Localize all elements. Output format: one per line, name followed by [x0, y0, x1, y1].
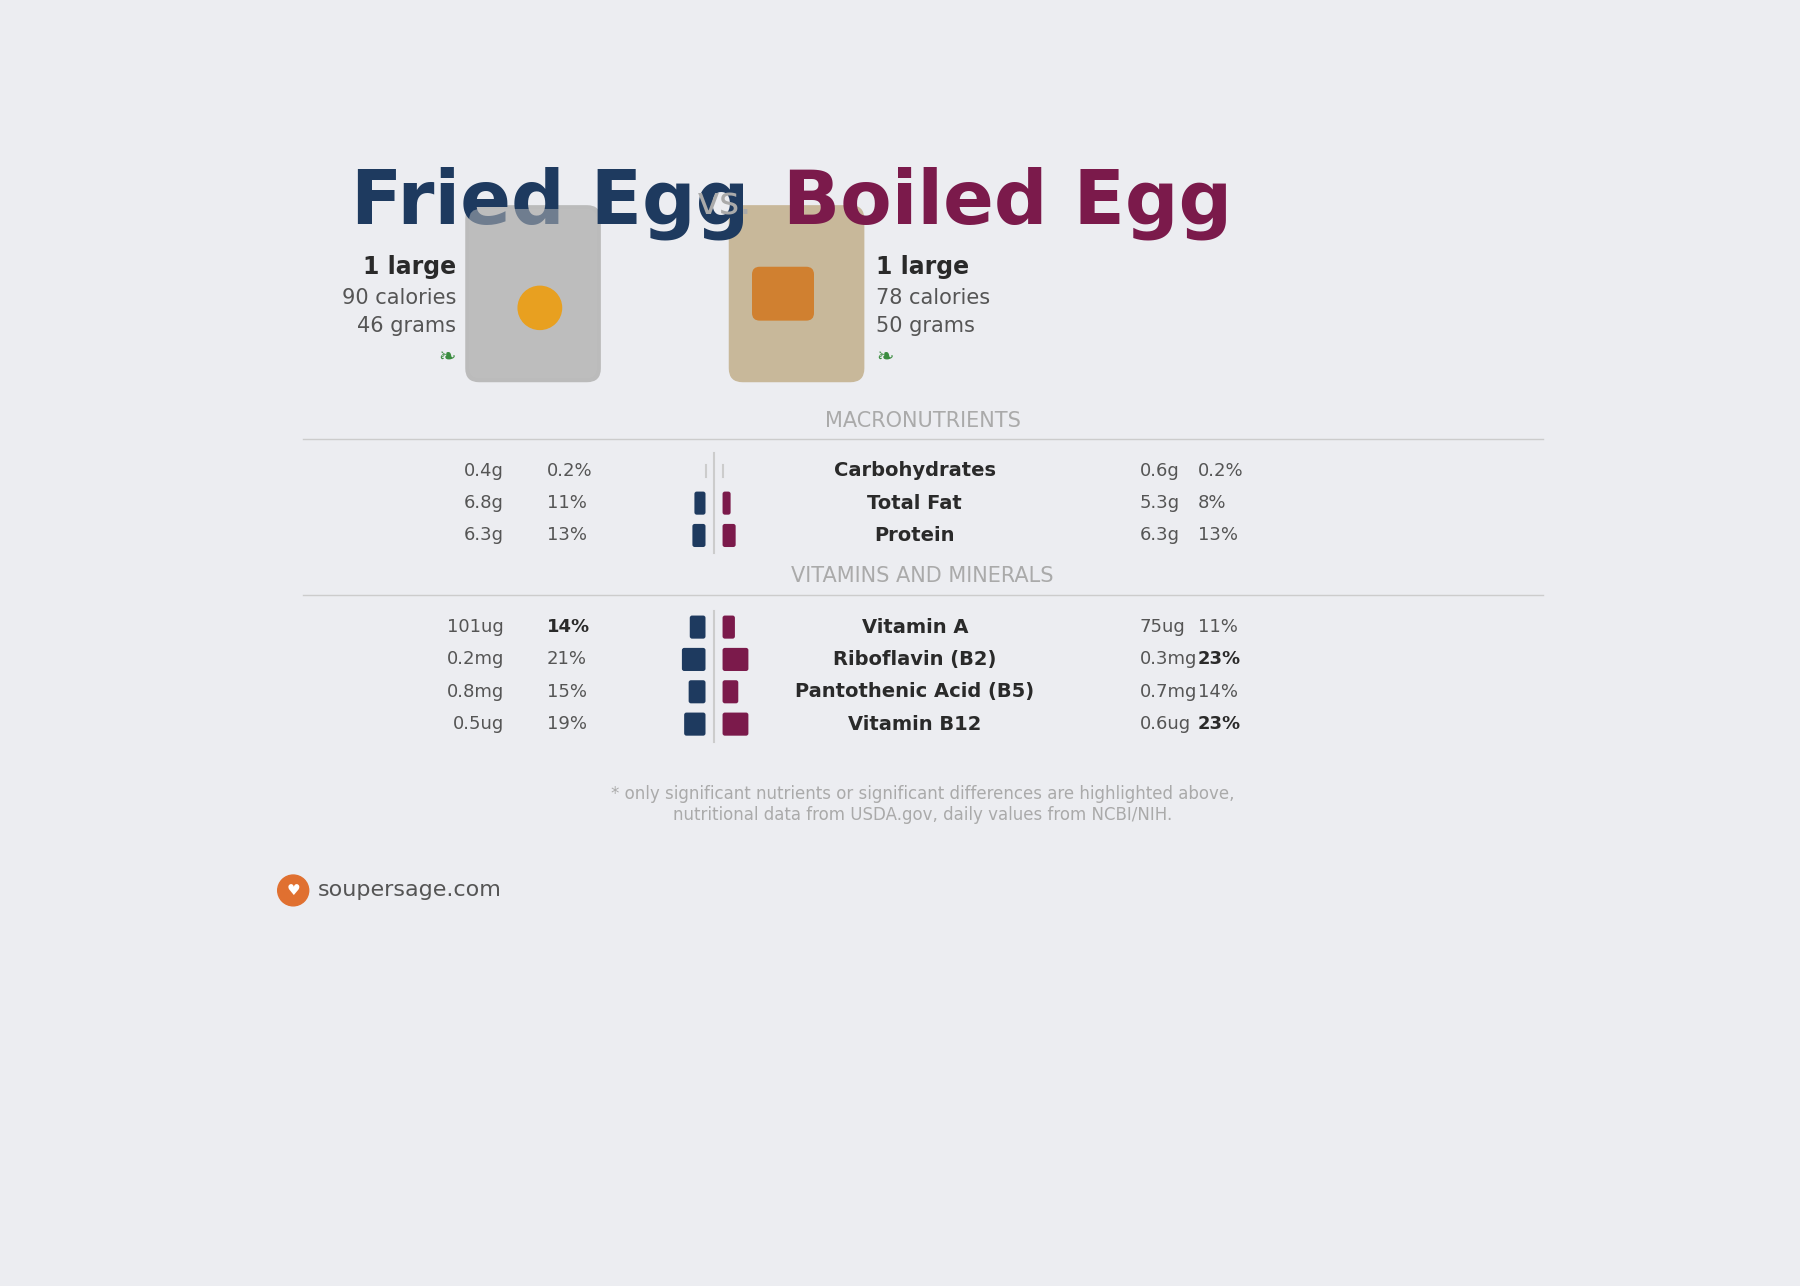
Circle shape	[518, 287, 562, 329]
Text: Boiled Egg: Boiled Egg	[783, 167, 1233, 240]
Text: VITAMINS AND MINERALS: VITAMINS AND MINERALS	[792, 566, 1053, 586]
FancyBboxPatch shape	[722, 648, 749, 671]
FancyBboxPatch shape	[682, 648, 706, 671]
FancyBboxPatch shape	[722, 523, 736, 547]
Text: Total Fat: Total Fat	[868, 494, 963, 513]
Text: 90 calories: 90 calories	[342, 288, 455, 307]
FancyBboxPatch shape	[464, 206, 601, 382]
Text: 0.4g: 0.4g	[464, 462, 504, 480]
Text: 19%: 19%	[547, 715, 587, 733]
Text: MACRONUTRIENTS: MACRONUTRIENTS	[824, 410, 1021, 431]
Text: 0.6g: 0.6g	[1139, 462, 1179, 480]
FancyBboxPatch shape	[693, 523, 706, 547]
Text: 6.3g: 6.3g	[464, 526, 504, 544]
Text: 15%: 15%	[547, 683, 587, 701]
Text: 6.3g: 6.3g	[1139, 526, 1179, 544]
Text: soupersage.com: soupersage.com	[319, 881, 502, 900]
Text: 14%: 14%	[1197, 683, 1238, 701]
FancyBboxPatch shape	[684, 712, 706, 736]
Text: 11%: 11%	[1197, 619, 1238, 637]
Circle shape	[277, 874, 310, 905]
FancyBboxPatch shape	[722, 491, 731, 514]
Text: 14%: 14%	[547, 619, 590, 637]
FancyBboxPatch shape	[722, 712, 749, 736]
Text: 13%: 13%	[1197, 526, 1238, 544]
Text: 23%: 23%	[1197, 651, 1240, 669]
Text: 0.8mg: 0.8mg	[446, 683, 504, 701]
Text: 78 calories: 78 calories	[877, 288, 990, 307]
Text: nutritional data from USDA.gov, daily values from NCBI/NIH.: nutritional data from USDA.gov, daily va…	[673, 806, 1172, 824]
Text: 0.2%: 0.2%	[547, 462, 592, 480]
Text: 101ug: 101ug	[446, 619, 504, 637]
Text: Protein: Protein	[875, 526, 956, 545]
Text: 6.8g: 6.8g	[464, 494, 504, 512]
FancyBboxPatch shape	[722, 680, 738, 703]
Text: 75ug: 75ug	[1139, 619, 1184, 637]
Text: 0.6ug: 0.6ug	[1139, 715, 1190, 733]
Text: 5.3g: 5.3g	[1139, 494, 1179, 512]
Text: 11%: 11%	[547, 494, 587, 512]
Text: * only significant nutrients or significant differences are highlighted above,: * only significant nutrients or signific…	[610, 786, 1235, 804]
Text: 21%: 21%	[547, 651, 587, 669]
Text: Vitamin B12: Vitamin B12	[848, 715, 981, 733]
Text: 0.7mg: 0.7mg	[1139, 683, 1197, 701]
FancyBboxPatch shape	[695, 491, 706, 514]
Text: vs.: vs.	[697, 185, 752, 222]
FancyBboxPatch shape	[722, 616, 734, 639]
Text: 0.3mg: 0.3mg	[1139, 651, 1197, 669]
Text: Vitamin A: Vitamin A	[862, 617, 968, 637]
Text: 1 large: 1 large	[364, 255, 455, 279]
Text: 23%: 23%	[1197, 715, 1240, 733]
FancyBboxPatch shape	[752, 266, 814, 320]
Text: Pantothenic Acid (B5): Pantothenic Acid (B5)	[796, 683, 1035, 701]
Text: 0.5ug: 0.5ug	[454, 715, 504, 733]
Text: Carbohydrates: Carbohydrates	[833, 462, 995, 480]
FancyBboxPatch shape	[470, 210, 598, 378]
Text: 46 grams: 46 grams	[356, 316, 455, 336]
Text: Riboflavin (B2): Riboflavin (B2)	[833, 649, 997, 669]
Text: ♥: ♥	[286, 883, 301, 898]
Text: 0.2mg: 0.2mg	[446, 651, 504, 669]
Text: 8%: 8%	[1197, 494, 1226, 512]
FancyBboxPatch shape	[729, 206, 864, 382]
FancyBboxPatch shape	[689, 680, 706, 703]
Text: ❧: ❧	[877, 347, 893, 368]
Text: Fried Egg: Fried Egg	[351, 167, 749, 240]
Text: 1 large: 1 large	[877, 255, 968, 279]
Text: ❧: ❧	[439, 347, 455, 368]
Text: 0.2%: 0.2%	[1197, 462, 1244, 480]
Text: 13%: 13%	[547, 526, 587, 544]
Text: 50 grams: 50 grams	[877, 316, 976, 336]
FancyBboxPatch shape	[689, 616, 706, 639]
